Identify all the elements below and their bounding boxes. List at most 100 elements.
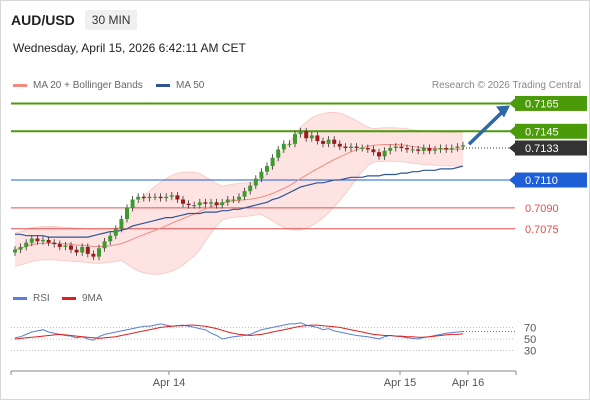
level-tag-0.7133	[515, 140, 587, 156]
chart-header: AUD/USD 30 MIN	[11, 9, 138, 31]
candle-body	[175, 195, 180, 200]
candle-body	[164, 196, 169, 199]
candle-body	[46, 239, 51, 243]
candle-body	[13, 249, 17, 253]
ma50-line	[15, 165, 464, 238]
candle-body	[393, 146, 398, 149]
candle-body	[119, 219, 124, 229]
legend-9ma-swatch	[62, 297, 76, 300]
timeframe-badge[interactable]: 30 MIN	[84, 10, 138, 30]
bollinger-lower	[14, 160, 464, 275]
candle-body	[231, 199, 236, 201]
rsi-tick-50: 50	[524, 334, 536, 346]
candle-body	[461, 145, 465, 147]
candle-body	[242, 191, 247, 197]
candle-body	[209, 202, 213, 204]
candle-body	[57, 244, 62, 247]
candle-body	[309, 135, 314, 139]
candle-body	[270, 157, 275, 167]
candle-body	[52, 242, 57, 245]
x-tick-label: Apr 14	[153, 377, 185, 389]
candle-body	[63, 245, 68, 247]
candle-body	[438, 148, 443, 150]
x-tick-label: Apr 15	[384, 377, 416, 389]
candle-body	[365, 148, 370, 150]
level-label-0.7110: 0.7110	[525, 175, 558, 187]
candle-body	[203, 202, 208, 204]
forecast-arrow-head	[496, 105, 510, 118]
legend-ma50: MA 50	[156, 80, 204, 91]
candle-body	[293, 134, 297, 144]
level-tag-0.7165	[515, 95, 587, 111]
candle-body	[220, 202, 225, 206]
candle-body	[399, 146, 404, 149]
candle-body	[18, 246, 23, 250]
candle-body	[80, 246, 85, 253]
candle-body	[125, 207, 129, 220]
level-label-0.7090: 0.7090	[525, 203, 559, 215]
candle-body	[265, 166, 269, 172]
candle-body	[298, 131, 303, 135]
candle-body	[237, 196, 241, 200]
candle-body	[433, 149, 437, 151]
candle-body	[349, 146, 353, 149]
candle-body	[253, 178, 258, 186]
forecast-arrow-line	[467, 107, 508, 146]
candle-body	[360, 148, 365, 150]
level-tag-0.7110	[515, 172, 587, 188]
bollinger-upper	[14, 112, 464, 234]
symbol-name: AUD/USD	[11, 12, 75, 28]
candle-body	[449, 148, 454, 150]
candle-body	[455, 146, 460, 149]
candle-body	[427, 148, 432, 151]
candle-body	[416, 149, 421, 151]
rsi-tick-70: 70	[524, 322, 536, 334]
candle-body	[259, 171, 264, 179]
level-tag-pointer	[509, 143, 515, 154]
legend-9ma-label: 9MA	[82, 293, 103, 304]
legend-9ma: 9MA	[62, 293, 103, 304]
x-tick-label: Apr 16	[452, 377, 484, 389]
level-tag-pointer	[509, 126, 515, 137]
candle-body	[444, 148, 449, 150]
candle-body	[97, 248, 101, 257]
level-tag-pointer	[509, 98, 515, 109]
candle-body	[35, 238, 40, 242]
candle-body	[69, 245, 73, 250]
legend-bb-swatch	[13, 84, 27, 87]
candle-body	[421, 148, 426, 151]
candle-body	[321, 141, 325, 144]
candle-body	[153, 196, 157, 198]
legend-bb: MA 20 + Bollinger Bands	[13, 80, 143, 91]
rsi-ma-line	[14, 324, 464, 340]
candle-body	[29, 238, 34, 243]
candle-body	[108, 235, 113, 242]
candle-body	[74, 249, 79, 253]
level-label-0.7165: 0.7165	[525, 98, 559, 110]
candle-body	[186, 203, 191, 206]
level-label-0.7145: 0.7145	[525, 126, 559, 138]
candle-body	[41, 239, 45, 242]
candle-body	[343, 146, 348, 149]
legend-rsi-label: RSI	[33, 293, 50, 304]
candle-body	[388, 148, 393, 151]
candle-body	[332, 139, 337, 144]
candle-body	[315, 135, 320, 142]
candle-body	[24, 242, 29, 247]
candle-body	[130, 199, 135, 208]
candle-body	[158, 196, 163, 199]
candle-body	[141, 196, 146, 199]
datetime-label: Wednesday, April 15, 2026 6:42:11 AM CET	[13, 41, 246, 55]
candle-body	[371, 149, 376, 153]
candle-body	[169, 195, 174, 197]
legend-ma50-label: MA 50	[176, 80, 205, 91]
candle-body	[326, 139, 331, 144]
credit-text: Research © 2026 Trading Central	[431, 80, 581, 91]
candle-body	[248, 185, 253, 192]
legend-ma50-swatch	[156, 84, 170, 87]
candle-body	[192, 205, 197, 207]
candle-body	[354, 146, 359, 149]
candle-body	[102, 241, 107, 249]
candle-body	[214, 202, 219, 206]
